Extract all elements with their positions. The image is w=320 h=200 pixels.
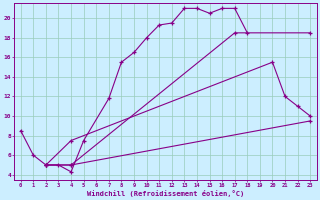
X-axis label: Windchill (Refroidissement éolien,°C): Windchill (Refroidissement éolien,°C)	[87, 190, 244, 197]
